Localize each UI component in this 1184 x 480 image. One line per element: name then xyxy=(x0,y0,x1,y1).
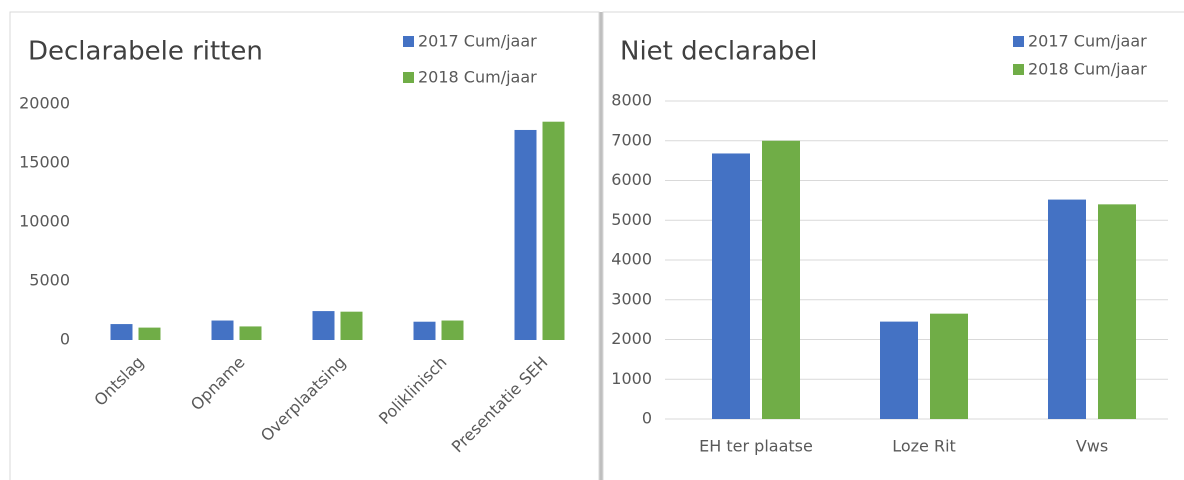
x-tick-label: EH ter plaatse xyxy=(699,437,813,456)
bar xyxy=(239,326,262,340)
legend-swatch xyxy=(1013,64,1024,75)
bar xyxy=(138,327,161,340)
legend-swatch xyxy=(403,72,414,83)
legend-swatch xyxy=(403,36,414,47)
bar xyxy=(712,153,750,419)
legend-label: 2018 Cum/jaar xyxy=(1028,60,1147,79)
y-tick-label: 7000 xyxy=(611,130,652,149)
x-tick-label: Loze Rit xyxy=(892,437,956,456)
bar xyxy=(110,324,133,340)
y-tick-label: 6000 xyxy=(611,170,652,189)
bar xyxy=(1098,204,1136,419)
y-tick-label: 0 xyxy=(60,330,70,349)
x-tick-label: Vws xyxy=(1076,437,1108,456)
bar xyxy=(880,321,918,419)
y-tick-label: 2000 xyxy=(611,329,652,348)
bar xyxy=(312,311,335,340)
y-tick-label: 3000 xyxy=(611,289,652,308)
y-tick-label: 20000 xyxy=(19,94,70,113)
bar xyxy=(762,140,800,419)
bar xyxy=(211,320,234,340)
bar xyxy=(514,129,537,340)
bar xyxy=(340,311,363,340)
y-tick-label: 1000 xyxy=(611,369,652,388)
bar xyxy=(542,121,565,340)
y-tick-label: 4000 xyxy=(611,250,652,269)
legend-label: 2017 Cum/jaar xyxy=(418,32,537,51)
bar xyxy=(441,320,464,340)
y-tick-label: 0 xyxy=(642,409,652,428)
y-tick-label: 5000 xyxy=(611,210,652,229)
legend-label: 2017 Cum/jaar xyxy=(1028,32,1147,51)
y-tick-label: 5000 xyxy=(29,271,70,290)
left-panel xyxy=(9,11,600,480)
legend-label: 2018 Cum/jaar xyxy=(418,68,537,87)
bar xyxy=(930,313,968,419)
bar xyxy=(1048,199,1086,419)
chart-title: Declarabele ritten xyxy=(28,37,263,67)
y-tick-label: 10000 xyxy=(19,212,70,231)
chart-title: Niet declarabel xyxy=(620,37,817,67)
bar xyxy=(413,321,436,340)
y-tick-label: 8000 xyxy=(611,91,652,110)
right-panel xyxy=(602,11,1184,480)
y-tick-label: 15000 xyxy=(19,153,70,172)
legend-swatch xyxy=(1013,36,1024,47)
